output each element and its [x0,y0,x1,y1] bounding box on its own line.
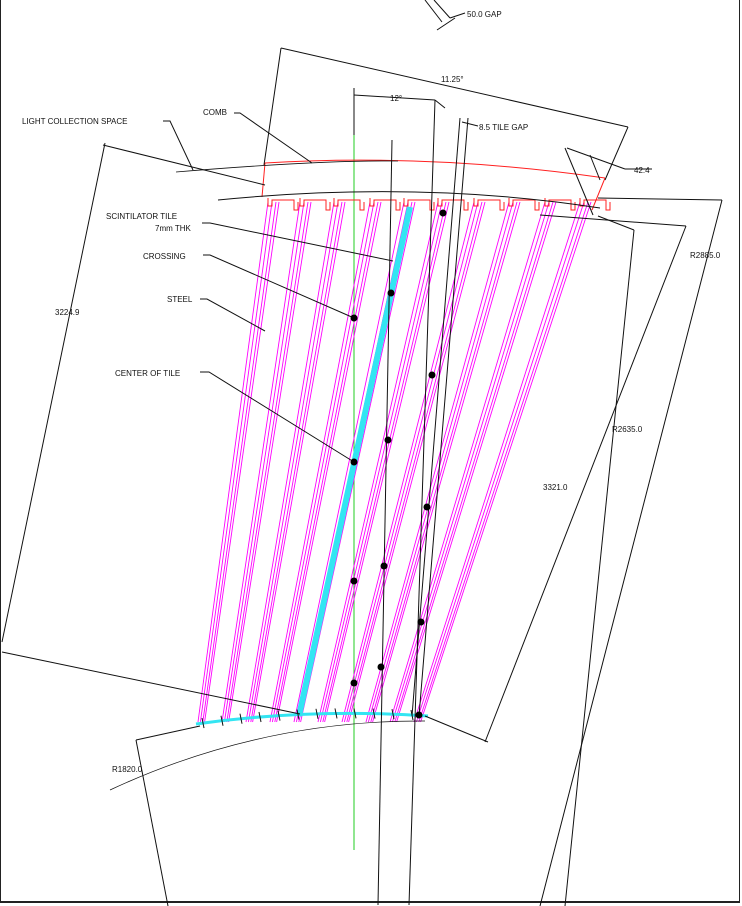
crossing-dot [350,577,358,585]
dim-3321-label: 3321.0 [543,483,568,492]
steel-plate-line [389,201,546,723]
steel-plate-line [293,201,405,723]
steel-plate-line [245,201,335,723]
steel-plate-line [252,201,346,723]
dimension-lines [1,0,723,906]
steel-plate-line [418,201,589,723]
arc-tick [353,708,357,719]
steel-plate-line [197,201,269,723]
steel-plate-line [226,201,309,723]
crossing-dot [423,503,431,511]
arc-tick [391,709,395,720]
crossing-dot [428,371,436,379]
steel-plate-line [202,201,277,723]
scint-tile-label: SCINTILATOR TILE [106,212,177,221]
steel-plate-line [341,201,475,723]
crossing-dot [439,209,447,217]
crossing-dot [384,436,392,444]
crossing-dot [415,711,423,719]
steel-plate-line [343,201,479,723]
steel-plate-line [250,201,343,723]
crossing-label: CROSSING [143,252,186,261]
steel-plate-line [365,201,510,723]
steel-plate-line [396,201,557,723]
light-collection-label: LIGHT COLLECTION SPACE [22,117,128,126]
steel-plate-line [415,201,585,723]
steel-plate-line [300,201,416,723]
tile-gap-label: 8.5 TILE GAP [479,123,528,132]
steel-label: STEEL [167,295,193,304]
steel-plate-line [223,201,305,723]
inner-arc [195,711,429,726]
angle-label: 11.25° [441,75,464,84]
steel-plate-line [247,201,339,723]
outer-arc [217,191,601,209]
steel-plate-line [413,201,581,723]
dim-42-label: 42.4 [634,166,650,175]
r1820-label: R1820.0 [112,765,143,774]
leader-lines [163,112,394,463]
steel-plate-line [391,201,550,723]
crossing-dot [350,458,358,466]
crossing-dot [350,679,358,687]
gap-label: 50.0 GAP [467,10,502,19]
steel-plate-line [367,201,514,723]
light-collection-arc [175,160,399,173]
dim-3224-label: 3224.9 [55,308,80,317]
comb-label: COMB [203,108,227,117]
arc-tick [315,708,319,719]
steel-plate-line [228,201,312,723]
crossing-dot [387,289,395,297]
crossing-dot [350,314,358,322]
arc-tick [258,711,262,723]
steel-plate-line [394,201,554,723]
arc-tick [372,708,376,719]
crossing-dot [380,562,388,570]
scint-thickness-label: 7mm THK [155,224,192,233]
crossing-dots [350,209,447,719]
steel-plate-line [324,201,450,723]
steel-plate-line [269,201,371,723]
steel-plate-line [348,201,486,723]
steel-plate-line [346,201,483,723]
arc-tick [201,717,205,729]
steel-plate-line [271,201,375,723]
comb-teeth [267,198,611,211]
r2885-label: R2885.0 [690,251,721,260]
steel-plate-line [420,201,592,723]
steel-plate-line [199,201,273,723]
steel-plate-line [276,201,382,723]
steel-plate-line [204,201,280,723]
crossing-dot [377,663,385,671]
arc-tick [334,708,338,719]
r2635-label: R2635.0 [612,425,643,434]
arc-tick [277,710,281,721]
steel-plate-line [372,201,521,723]
center-of-tile-label: CENTER OF TILE [115,369,180,378]
arc-tick [296,709,300,720]
steel-plate-line [370,201,518,723]
arc-tick [239,713,243,724]
steel-plates [197,201,592,723]
steel-plate-line [274,201,379,723]
steel-plate-line [322,201,447,723]
arc-tick [220,715,224,726]
crossing-dot [417,618,425,626]
tile-angle-label: 12° [390,94,402,103]
steel-plate-line [317,201,439,723]
steel-plate-line [319,201,443,723]
